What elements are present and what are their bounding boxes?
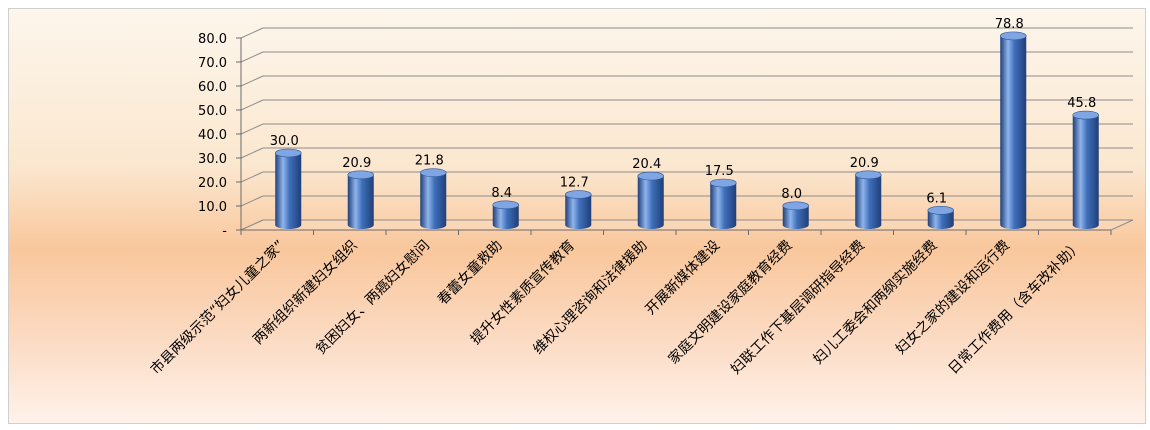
gridline-diagonal xyxy=(240,51,264,63)
bar-body xyxy=(1072,115,1099,229)
bar-top xyxy=(419,168,447,177)
axes xyxy=(240,38,1112,235)
category-label: 妇女之家的建设和运行费 xyxy=(892,237,1013,358)
bar-top xyxy=(782,201,810,211)
bar-body xyxy=(565,194,592,229)
y-tick-label: 40.0 xyxy=(198,128,227,143)
category-label: 妇联工作下基层调研指导经费 xyxy=(727,237,868,378)
bar-2 xyxy=(347,170,375,229)
bar-top xyxy=(1072,110,1100,120)
y-tick-label: 30.0 xyxy=(198,152,227,167)
chart-frame: - 10.0 20.0 30.0 40.0 50.0 60.0 70.0 80.0 30.0 20… xyxy=(8,8,1146,424)
gridline-diagonal xyxy=(240,147,264,159)
data-label: 30.0 xyxy=(270,134,299,149)
y-tick-label: 80.0 xyxy=(198,32,227,47)
gridline-diagonal xyxy=(240,171,264,183)
category-label: 贫困妇女、两癌妇女慰问 xyxy=(312,237,433,358)
category-label: 日常工作费用（含车改补助） xyxy=(945,237,1086,378)
data-label: 8.0 xyxy=(781,187,802,202)
data-label: 20.9 xyxy=(342,156,371,171)
bar-10 xyxy=(927,206,955,229)
bar-top xyxy=(709,178,737,188)
bar-body xyxy=(927,210,954,229)
y-tick-label: 70.0 xyxy=(198,56,227,71)
data-label: 8.4 xyxy=(491,186,512,201)
bars xyxy=(274,31,1100,229)
y-tick-label: 50.0 xyxy=(198,104,227,119)
category-label: 开展新媒体建设 xyxy=(642,238,723,319)
bar-5 xyxy=(564,190,592,229)
data-label: 12.7 xyxy=(560,176,589,191)
bar-top xyxy=(999,31,1027,41)
bar-4 xyxy=(492,200,520,229)
category-label: 春蕾女童救助 xyxy=(434,237,505,308)
bar-top xyxy=(347,170,375,180)
bar-body xyxy=(1000,35,1027,229)
bar-body xyxy=(855,174,882,229)
bar-chart: - 10.0 20.0 30.0 40.0 50.0 60.0 70.0 80.0 30.0 20… xyxy=(147,17,1134,378)
data-label: 78.8 xyxy=(995,17,1024,32)
bar-body xyxy=(275,153,302,229)
bar-top xyxy=(564,190,592,199)
bar-top xyxy=(274,148,302,158)
data-label: 20.4 xyxy=(632,157,661,172)
bar-top xyxy=(854,170,882,180)
y-tick-label: 20.0 xyxy=(198,176,227,191)
gridline-diagonal xyxy=(240,27,264,39)
data-label: 17.5 xyxy=(705,164,734,179)
y-tick-label: 60.0 xyxy=(198,80,227,95)
bar-body xyxy=(492,204,519,229)
data-labels: 30.0 20.9 21.8 8.4 12.7 20.4 17.5 8.0 20.9 6.1 78.… xyxy=(270,17,1096,206)
bar-top xyxy=(492,200,520,210)
bar-body xyxy=(710,183,737,229)
bar-top xyxy=(637,171,665,181)
data-label: 6.1 xyxy=(926,191,947,206)
gridline-diagonal xyxy=(240,123,264,135)
chart-floor xyxy=(240,219,1134,231)
category-label: 妇儿工委会和两纲实施经费 xyxy=(810,237,941,368)
data-label: 45.8 xyxy=(1067,96,1096,111)
data-label: 20.9 xyxy=(850,156,879,171)
gridline-diagonal xyxy=(240,75,264,87)
gridlines xyxy=(240,27,1134,231)
bar-1 xyxy=(274,148,302,229)
bar-6 xyxy=(637,171,665,229)
gridline-diagonal xyxy=(240,99,264,111)
bar-body xyxy=(782,205,809,229)
bar-3 xyxy=(419,168,447,229)
bar-8 xyxy=(782,201,810,229)
bar-12 xyxy=(1072,110,1100,229)
gridline-diagonal xyxy=(240,195,264,207)
y-tick-label: 10.0 xyxy=(198,200,227,215)
bar-9 xyxy=(854,170,882,229)
y-tick-labels: - 10.0 20.0 30.0 40.0 50.0 60.0 70.0 80.0 xyxy=(198,32,241,239)
bar-7 xyxy=(709,178,737,229)
bar-top xyxy=(927,206,955,215)
category-label: 家庭文明建设家庭教育经费 xyxy=(665,237,796,368)
bar-body xyxy=(420,172,447,229)
bar-body xyxy=(637,176,664,229)
bar-body xyxy=(347,174,374,229)
category-label: 市县两级示范“妇女儿童之家” xyxy=(147,237,288,378)
data-label: 21.8 xyxy=(415,154,444,169)
y-tick-label: - xyxy=(222,224,227,239)
bar-11 xyxy=(999,31,1027,229)
